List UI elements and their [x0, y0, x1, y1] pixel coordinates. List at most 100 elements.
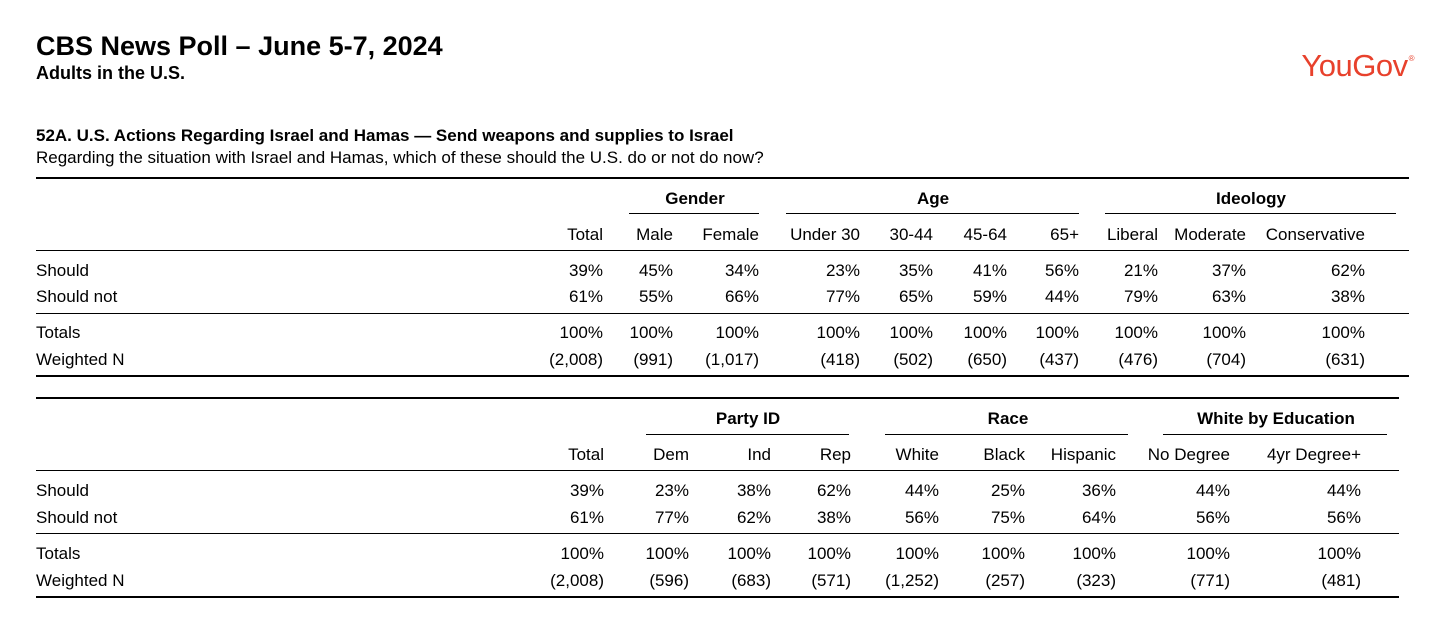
cell-should-not-30-44: 65%: [898, 287, 933, 306]
cell-should-conservative: 62%: [1330, 261, 1365, 280]
cell-weighted-n-30-44: (502): [893, 350, 933, 369]
cell-weighted-n-rep: (571): [811, 571, 851, 590]
cell-totals-ind: 100%: [727, 544, 771, 563]
cell-totals-conservative: 100%: [1321, 323, 1365, 342]
group-header-ideology: Ideology: [1216, 189, 1286, 208]
cell-should-total: 39%: [568, 261, 603, 280]
column-header-liberal: Liberal: [1106, 225, 1158, 244]
cell-totals-30-44: 100%: [889, 323, 933, 342]
cell-should-65: 56%: [1044, 261, 1079, 280]
column-header-moderate: Moderate: [1174, 225, 1246, 244]
cell-should-30-44: 35%: [898, 261, 933, 280]
cell-weighted-n-total: (2,008): [550, 571, 604, 590]
cell-should-not-female: 66%: [724, 287, 759, 306]
cell-totals-dem: 100%: [645, 544, 689, 563]
cell-totals-total: 100%: [559, 323, 603, 342]
column-header-no-degree: No Degree: [1147, 445, 1230, 464]
cell-weighted-n-black: (257): [985, 571, 1025, 590]
logo-text: YouGov: [1301, 48, 1408, 83]
question-title: 52A. U.S. Actions Regarding Israel and H…: [36, 126, 734, 145]
column-header-white: White: [895, 445, 939, 464]
page-title: CBS News Poll – June 5-7, 2024: [36, 31, 443, 61]
cell-should-black: 25%: [990, 481, 1025, 500]
column-header-total: Total: [568, 445, 604, 464]
cell-weighted-n-no-degree: (771): [1190, 571, 1230, 590]
group-header-age: Age: [916, 189, 950, 208]
cell-totals-moderate: 100%: [1202, 323, 1246, 342]
cell-should-not-white: 56%: [904, 508, 939, 527]
group-underline-age: [786, 213, 1079, 214]
cell-weighted-n-dem: (596): [649, 571, 689, 590]
cell-should-not-liberal: 79%: [1123, 287, 1158, 306]
cell-should-not-under-30: 77%: [825, 287, 860, 306]
row-label-totals: Totals: [36, 544, 81, 563]
column-header-hispanic: Hispanic: [1050, 445, 1116, 464]
table1-totals-divider: [36, 313, 1409, 314]
cell-totals-45-64: 100%: [963, 323, 1007, 342]
row-label-should-not: Should not: [36, 508, 118, 527]
cell-weighted-n-ind: (683): [731, 571, 771, 590]
cell-should-not-45-64: 59%: [972, 287, 1007, 306]
cell-weighted-n-hispanic: (323): [1076, 571, 1116, 590]
cell-totals-total: 100%: [560, 544, 604, 563]
question-text: Regarding the situation with Israel and …: [36, 148, 764, 167]
table2-bottom-border: [36, 596, 1399, 598]
cell-weighted-n-under-30: (418): [820, 350, 860, 369]
cell-totals-liberal: 100%: [1114, 323, 1158, 342]
group-header-race: Race: [987, 409, 1029, 428]
cell-should-white: 44%: [904, 481, 939, 500]
cell-should-not-black: 75%: [990, 508, 1025, 527]
cell-totals-no-degree: 100%: [1186, 544, 1230, 563]
cell-should-liberal: 21%: [1123, 261, 1158, 280]
cell-weighted-n-65: (437): [1039, 350, 1079, 369]
yougov-logo: YouGov®: [1301, 48, 1414, 84]
cell-weighted-n-conservative: (631): [1325, 350, 1365, 369]
cell-should-under-30: 23%: [825, 261, 860, 280]
cell-should-not-no-degree: 56%: [1195, 508, 1230, 527]
row-label-should-not: Should not: [36, 287, 118, 306]
table1-bottom-border: [36, 375, 1409, 377]
page-subtitle: Adults in the U.S.: [36, 63, 186, 83]
column-header-under-30: Under 30: [790, 225, 860, 244]
cell-should-not-dem: 77%: [654, 508, 689, 527]
cell-should-45-64: 41%: [972, 261, 1007, 280]
cell-should-not-conservative: 38%: [1330, 287, 1365, 306]
cell-should-rep: 62%: [816, 481, 851, 500]
group-header-white-by-education: White by Education: [1197, 409, 1355, 428]
cell-should-not-65: 44%: [1044, 287, 1079, 306]
cell-totals-4yr-degree: 100%: [1317, 544, 1361, 563]
cell-weighted-n-4yr-degree: (481): [1321, 571, 1361, 590]
cell-should-not-4yr-degree: 56%: [1326, 508, 1361, 527]
cell-should-moderate: 37%: [1211, 261, 1246, 280]
row-label-should: Should: [36, 261, 89, 280]
cell-weighted-n-moderate: (704): [1206, 350, 1246, 369]
cell-totals-white: 100%: [895, 544, 939, 563]
table2-totals-divider: [36, 533, 1399, 534]
cell-totals-hispanic: 100%: [1072, 544, 1116, 563]
cell-totals-male: 100%: [629, 323, 673, 342]
column-header-female: Female: [702, 225, 759, 244]
group-underline-race: [885, 434, 1128, 435]
group-underline-ideology: [1105, 213, 1396, 214]
cell-weighted-n-female: (1,017): [705, 350, 759, 369]
column-header-ind: Ind: [747, 445, 771, 464]
row-label-weighted-n: Weighted N: [36, 571, 125, 590]
cell-should-not-total: 61%: [569, 508, 604, 527]
registered-mark: ®: [1408, 54, 1415, 63]
cell-should-not-rep: 38%: [816, 508, 851, 527]
cell-should-4yr-degree: 44%: [1326, 481, 1361, 500]
row-label-weighted-n: Weighted N: [36, 350, 125, 369]
column-header-conservative: Conservative: [1265, 225, 1365, 244]
row-label-totals: Totals: [36, 323, 81, 342]
group-underline-white-by-education: [1163, 434, 1387, 435]
group-underline-party-id: [646, 434, 849, 435]
column-header-65: 65+: [1050, 225, 1079, 244]
table1-top-border: [36, 177, 1409, 179]
column-header-rep: Rep: [819, 445, 851, 464]
cell-should-female: 34%: [724, 261, 759, 280]
cell-weighted-n-45-64: (650): [967, 350, 1007, 369]
row-label-should: Should: [36, 481, 89, 500]
column-header-45-64: 45-64: [963, 225, 1007, 244]
cell-should-not-moderate: 63%: [1211, 287, 1246, 306]
